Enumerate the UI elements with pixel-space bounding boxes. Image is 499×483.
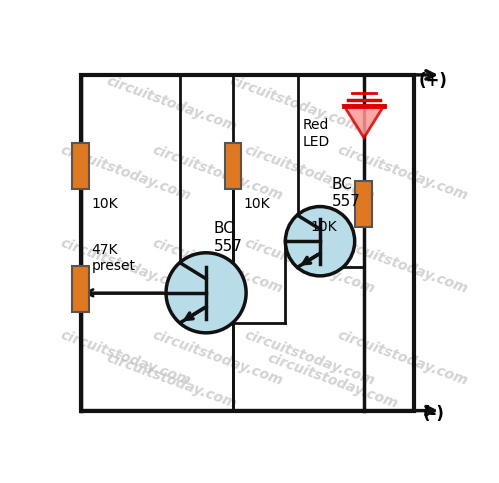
- Bar: [72, 142, 89, 189]
- Text: circuitstoday.com: circuitstoday.com: [150, 143, 285, 204]
- Text: circuitstoday.com: circuitstoday.com: [104, 351, 239, 412]
- Text: circuitstoday.com: circuitstoday.com: [58, 143, 193, 204]
- Text: circuitstoday.com: circuitstoday.com: [335, 143, 470, 204]
- Circle shape: [285, 207, 355, 276]
- Polygon shape: [344, 106, 384, 138]
- Text: circuitstoday.com: circuitstoday.com: [58, 236, 193, 296]
- Text: circuitstoday.com: circuitstoday.com: [243, 143, 377, 204]
- Text: BC
557: BC 557: [331, 176, 360, 209]
- Text: 47K
preset: 47K preset: [91, 243, 135, 273]
- Text: circuitstoday.com: circuitstoday.com: [58, 328, 193, 388]
- Text: circuitstoday.com: circuitstoday.com: [243, 328, 377, 388]
- Text: circuitstoday.com: circuitstoday.com: [266, 351, 400, 412]
- Text: circuitstoday.com: circuitstoday.com: [104, 74, 239, 134]
- Text: circuitstoday.com: circuitstoday.com: [335, 236, 470, 296]
- Text: 10K: 10K: [91, 197, 118, 211]
- Text: circuitstoday.com: circuitstoday.com: [150, 236, 285, 296]
- Bar: [225, 142, 242, 189]
- Text: (-): (-): [422, 405, 444, 423]
- Bar: [72, 266, 89, 312]
- Text: 10K: 10K: [310, 220, 337, 234]
- Text: circuitstoday.com: circuitstoday.com: [335, 328, 470, 388]
- Text: 10K: 10K: [244, 197, 270, 211]
- Bar: [355, 181, 372, 227]
- Text: Red
LED: Red LED: [302, 118, 329, 148]
- Text: (+): (+): [419, 72, 448, 90]
- Bar: [80, 75, 414, 411]
- Text: circuitstoday.com: circuitstoday.com: [228, 74, 362, 134]
- Text: circuitstoday.com: circuitstoday.com: [243, 236, 377, 296]
- Text: BC
557: BC 557: [214, 221, 243, 254]
- Text: circuitstoday.com: circuitstoday.com: [150, 328, 285, 388]
- Circle shape: [166, 253, 246, 333]
